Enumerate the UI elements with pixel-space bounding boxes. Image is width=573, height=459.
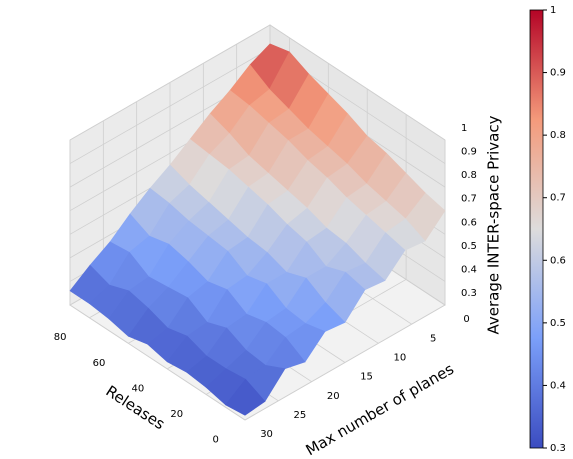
y-tick-label: 0 (463, 314, 469, 325)
z-tick-label: 0.3 (461, 288, 477, 299)
z-tick-label: 0.7 (461, 194, 477, 205)
colorbar-tick-label: 0.8 (550, 130, 566, 141)
y-tick-label: 20 (327, 391, 340, 402)
x-tick-label: 20 (170, 409, 183, 420)
z-tick-label: 0.4 (461, 264, 477, 275)
colorbar (529, 9, 544, 449)
z-tick-label: 1 (461, 123, 467, 134)
z-tick-label: 0.6 (461, 217, 477, 228)
colorbar-tick-label: 1 (550, 5, 556, 16)
x-tick-label: 40 (132, 383, 145, 394)
grid-line (69, 304, 246, 421)
grid-line (69, 48, 271, 164)
z-tick-label: 0.9 (461, 147, 477, 158)
y-tick-label: 25 (294, 410, 307, 421)
y-tick-label: 15 (360, 372, 373, 383)
z-tick-label: 0.5 (461, 241, 477, 252)
colorbar-tick-label: 0.5 (550, 318, 566, 329)
y-tick-label: 30 (260, 429, 273, 440)
colorbar-tick-label: 0.3 (550, 443, 566, 454)
y-axis-label: Max number of planes (303, 360, 457, 459)
colorbar-tick-label: 0.7 (550, 193, 566, 204)
colorbar-tick-label: 0.4 (550, 380, 566, 391)
y-tick-label: 5 (430, 333, 436, 344)
colorbar-tick-label: 0.9 (550, 68, 566, 79)
x-tick-label: 0 (212, 434, 218, 445)
y-tick-label: 10 (394, 353, 407, 364)
grid-line (269, 24, 446, 141)
grid-line (69, 24, 271, 141)
colorbar-tick-label: 0.6 (550, 255, 566, 266)
z-axis-label: Average INTER-space Privacy (485, 115, 503, 334)
z-tick-label: 0.8 (461, 170, 477, 181)
x-tick-label: 60 (93, 358, 106, 369)
surface-face (225, 378, 266, 416)
x-tick-label: 80 (54, 332, 67, 343)
